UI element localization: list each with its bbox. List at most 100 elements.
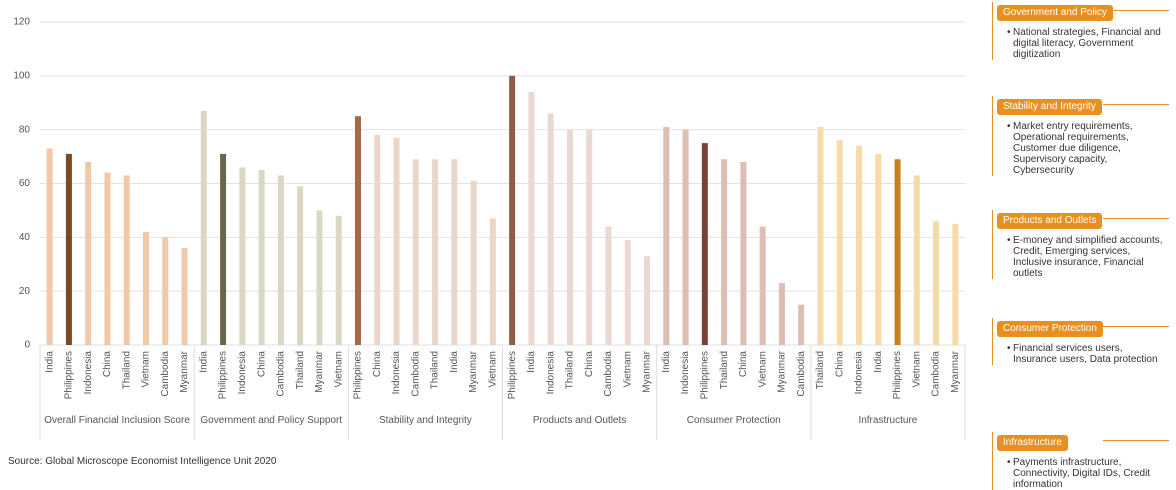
bar [451, 159, 458, 345]
x-tick-label: Vietnam [911, 351, 922, 388]
group-label: Government and Policy Support [200, 415, 343, 426]
x-tick-label: India [661, 351, 672, 373]
x-tick-label: Vietnam [141, 351, 152, 388]
x-tick-label: Philippines [64, 351, 75, 399]
panel-text: Financial services users, Insurance user… [993, 337, 1169, 365]
x-tick-label: China [834, 351, 845, 378]
bar [721, 159, 728, 345]
x-tick-label: Myanmar [179, 350, 190, 392]
panel-box: Government and PolicyNational strategies… [992, 2, 1169, 60]
x-tick-label: Indonesia [854, 351, 865, 395]
bar [528, 91, 535, 345]
x-tick-label: Myanmar [950, 350, 961, 392]
bar [740, 161, 747, 345]
bar [547, 113, 554, 346]
x-tick-label: Cambodia [160, 351, 171, 397]
bar [374, 135, 381, 345]
bar [952, 223, 959, 345]
bar [316, 210, 323, 345]
bar [181, 248, 188, 345]
x-tick-label: Philippines [218, 351, 229, 399]
x-tick-label: India [198, 351, 209, 373]
x-tick-label: Indonesia [545, 351, 556, 395]
y-tick-label: 60 [19, 178, 31, 189]
bar [875, 153, 882, 345]
x-tick-label: Indonesia [391, 351, 402, 395]
bar [644, 256, 651, 345]
bar [85, 161, 92, 345]
bar [412, 159, 419, 345]
bar [759, 226, 766, 345]
panel-heading: Consumer Protection [997, 321, 1103, 337]
panel-text: Market entry requirements, Operational r… [993, 115, 1169, 176]
group-label: Infrastructure [858, 415, 918, 426]
bar [200, 110, 207, 345]
x-tick-label: Myanmar [642, 350, 653, 392]
y-tick-label: 0 [24, 340, 30, 351]
x-tick-label: Vietnam [622, 351, 633, 388]
bar [894, 159, 901, 345]
panel-rule [1103, 10, 1169, 11]
panel-heading: Products and Outlets [997, 213, 1103, 229]
bar [239, 167, 246, 345]
x-tick-label: Cambodia [931, 351, 942, 397]
y-tick-label: 120 [13, 17, 30, 28]
x-tick-label: Vietnam [333, 351, 344, 388]
x-tick-label: China [102, 351, 113, 378]
page: 0 20 40 60 80 100 120 India Philippines Indonesia… [0, 0, 1176, 472]
bar [46, 148, 53, 345]
x-tick-label: Myanmar [468, 350, 479, 392]
bar [277, 175, 284, 345]
x-tick-label: China [372, 351, 383, 378]
x-tick-label: Cambodia [410, 351, 421, 397]
bar [798, 304, 805, 345]
bar [682, 129, 689, 345]
bar [489, 218, 496, 345]
x-tick-label: China [584, 351, 595, 378]
bar [393, 137, 400, 345]
bar [123, 175, 130, 345]
bar [470, 180, 477, 345]
x-tick-label: Philippines [699, 351, 710, 399]
x-tick-label: Philippines [892, 351, 903, 399]
x-tick-label: Thailand [295, 351, 306, 389]
x-tick-label: Cambodia [796, 351, 807, 397]
panel-rule [1103, 326, 1169, 327]
x-tick-label: Thailand [565, 351, 576, 389]
x-tick-label: India [44, 351, 55, 373]
x-tick-label: India [449, 351, 460, 373]
panel-text: E-money and simplified accounts, Credit,… [993, 229, 1169, 279]
x-tick-label: Philippines [507, 351, 518, 399]
x-tick-label: Vietnam [757, 351, 768, 388]
x-tick-label: Thailand [430, 351, 441, 389]
bar [297, 186, 304, 345]
x-tick-label: India [873, 351, 884, 373]
group-label: Consumer Protection [686, 415, 781, 426]
x-tick-label: Vietnam [488, 351, 499, 388]
y-tick-label: 100 [13, 70, 30, 81]
bar [162, 237, 169, 345]
group-label: Products and Outlets [532, 415, 627, 426]
bar [432, 159, 439, 345]
y-tick-label: 20 [19, 286, 31, 297]
bar [605, 226, 612, 345]
x-tick-label: Thailand [719, 351, 730, 389]
panel-box: Consumer ProtectionFinancial services us… [992, 318, 1169, 365]
x-tick-label: Indonesia [680, 351, 691, 395]
bar [509, 75, 516, 345]
bar [856, 145, 863, 345]
x-tick-label: Myanmar [314, 350, 325, 392]
bar [913, 175, 920, 345]
bar [778, 283, 785, 345]
x-tick-label: Indonesia [237, 351, 248, 395]
panel-rule [1103, 104, 1169, 105]
panel-box: Stability and IntegrityMarket entry requ… [992, 96, 1169, 176]
source-note: Source: Global Microscope Economist Inte… [8, 456, 277, 467]
chart: 0 20 40 60 80 100 120 India Philippines Indonesia… [13, 17, 966, 440]
bar [836, 140, 843, 345]
bar [933, 221, 940, 345]
panel-heading: Infrastructure [997, 435, 1068, 451]
panel-rule [1103, 440, 1169, 441]
bar [566, 129, 573, 345]
x-tick-label: Myanmar [777, 350, 788, 392]
